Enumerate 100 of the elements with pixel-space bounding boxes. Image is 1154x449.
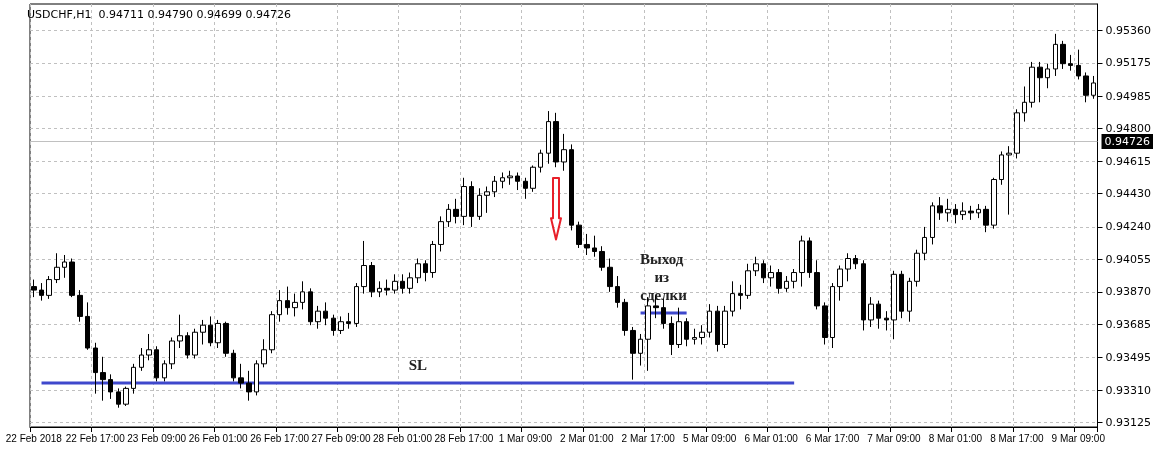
candlestick	[415, 258, 421, 284]
candlestick	[469, 180, 474, 228]
x-tick-label: 22 Feb 17:00	[65, 432, 126, 444]
candlestick	[561, 133, 567, 172]
y-tick-label: 0.95360	[1105, 23, 1152, 37]
candlestick	[331, 314, 336, 337]
candlestick	[1006, 145, 1012, 216]
candlestick	[814, 259, 820, 310]
series-label: SL	[408, 357, 428, 374]
ref-line-label: 0.94726	[1104, 135, 1151, 149]
candlestick	[438, 215, 444, 252]
candlestick	[1022, 85, 1027, 123]
candlestick	[77, 289, 83, 323]
candlestick	[768, 265, 774, 288]
series-label: Выход из сделки	[640, 250, 688, 303]
candlestick	[377, 280, 382, 298]
y-tick-label: 0.94240	[1105, 220, 1152, 234]
x-tick-label: 27 Feb 09:00	[311, 432, 371, 444]
candlestick	[39, 282, 44, 302]
y-tick-label: 0.93870	[1105, 285, 1152, 299]
candlestick	[845, 252, 851, 282]
candlestick	[968, 205, 974, 221]
candlestick	[154, 345, 159, 382]
candlestick	[300, 280, 305, 310]
candlestick	[223, 321, 229, 358]
x-tick-label: 26 Feb 01:00	[188, 432, 249, 444]
candlestick	[1076, 49, 1081, 80]
candlestick	[100, 356, 106, 402]
candlestick	[853, 254, 858, 270]
candlestick	[1068, 54, 1073, 72]
candlestick	[546, 110, 551, 165]
candlestick	[907, 277, 912, 323]
candlestick	[507, 170, 513, 186]
candlestick	[392, 273, 398, 295]
y-tick-label: 0.93685	[1105, 317, 1152, 331]
candlestick	[54, 252, 60, 284]
candlestick	[169, 336, 175, 370]
candlestick	[1053, 33, 1058, 77]
candlestick	[676, 307, 682, 349]
candlestick	[861, 259, 866, 331]
x-tick-label: 28 Feb 17:00	[434, 432, 494, 444]
candlestick	[192, 328, 198, 360]
candlestick	[162, 359, 167, 382]
candlestick	[530, 164, 536, 193]
candlestick	[215, 319, 221, 349]
candlestick	[139, 347, 144, 372]
candlestick	[991, 177, 997, 230]
candlestick	[369, 261, 375, 298]
candlestick	[453, 198, 459, 224]
candlestick	[146, 333, 152, 361]
x-tick-label: 8 Mar 01:00	[928, 432, 983, 444]
candlestick	[523, 177, 528, 200]
candlestick	[914, 249, 920, 288]
candlestick	[753, 256, 759, 277]
candlestick	[238, 363, 244, 389]
candlestick	[799, 235, 805, 288]
candlestick	[884, 310, 889, 331]
candlestick	[983, 205, 989, 233]
candlestick	[407, 272, 413, 295]
y-tick-label: 0.93310	[1105, 383, 1152, 397]
candlestick	[116, 387, 121, 409]
candlestick	[738, 284, 743, 310]
candlestick	[899, 270, 904, 319]
candlestick	[937, 196, 943, 221]
candlestick	[960, 201, 966, 221]
candlestick	[85, 301, 90, 351]
y-tick-label: 0.94430	[1105, 187, 1152, 201]
candlestick	[315, 305, 321, 330]
y-tick-label: 0.93125	[1105, 416, 1152, 430]
candlestick	[784, 275, 789, 293]
candlestick	[592, 235, 597, 258]
candlestick	[976, 203, 981, 219]
candlestick	[292, 293, 298, 317]
candlestick	[776, 268, 782, 295]
y-tick-label: 0.94055	[1105, 252, 1152, 266]
candlestick	[477, 187, 482, 221]
candlestick	[200, 319, 206, 346]
x-tick-label: 6 Mar 01:00	[744, 432, 799, 444]
candlestick	[837, 265, 843, 302]
candlestick	[177, 314, 183, 349]
candlestick	[584, 233, 590, 256]
y-tick-label: 0.95175	[1105, 56, 1152, 70]
candlestick	[822, 301, 828, 346]
x-tick-label: 2 Mar 01:00	[560, 432, 614, 444]
candlestick	[131, 363, 136, 395]
candlestick	[761, 259, 766, 284]
x-tick-label: 28 Feb 01:00	[373, 432, 433, 444]
candlestick	[876, 300, 881, 330]
candlestick	[93, 342, 98, 395]
candlestick	[354, 282, 359, 328]
candlestick	[484, 186, 490, 214]
candlestick	[953, 203, 958, 224]
candlestick	[868, 296, 874, 328]
x-tick-label: 23 Feb 09:00	[127, 432, 187, 444]
candlestick	[246, 370, 252, 402]
y-tick-label: 0.94615	[1105, 154, 1152, 168]
candlestick	[384, 279, 390, 296]
candlestick	[500, 172, 505, 189]
x-tick-label: 5 Mar 09:00	[682, 432, 737, 444]
candlestick	[791, 268, 797, 289]
